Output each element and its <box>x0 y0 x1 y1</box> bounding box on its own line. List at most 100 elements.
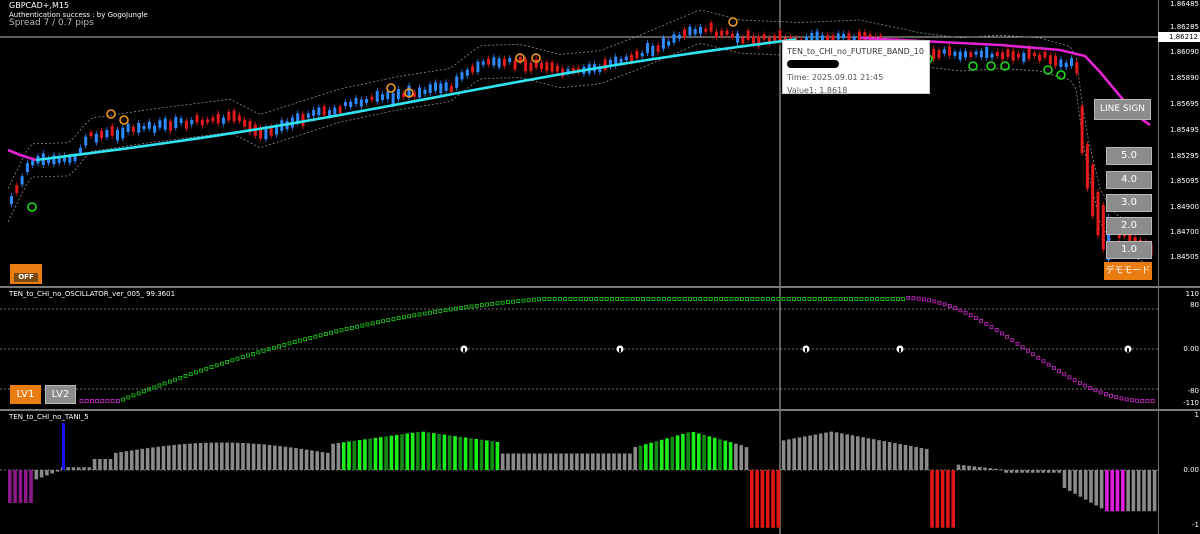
oscillator-title: TEN_to_CHI_no_OSCILLATOR_ver_005_ 99.360… <box>9 290 176 298</box>
histogram-bar <box>495 441 500 470</box>
oscillator-point <box>573 297 578 301</box>
oscillator-scale[interactable]: 110 80 0.00 -80 -110 <box>1158 288 1200 409</box>
level-button-1[interactable]: 1.0 <box>1106 241 1152 259</box>
histogram-bar <box>532 453 537 470</box>
level-button-5[interactable]: 5.0 <box>1106 147 1152 165</box>
histogram-bar <box>1083 470 1088 500</box>
histogram-bar <box>861 437 865 470</box>
price-scale[interactable]: 1.86485 1.86285 1.86090 1.85890 1.85695 1.854… <box>1158 0 1200 286</box>
histogram-scale[interactable]: 1 0.00 -1 <box>1158 411 1200 534</box>
histogram-bar <box>999 469 1003 471</box>
price-chart-pane[interactable]: GBPCAD+,M15 Authentication success : by … <box>0 0 1158 286</box>
oscillator-canvas[interactable] <box>0 288 1158 409</box>
candle-body <box>1080 106 1084 154</box>
candle-body <box>487 58 490 65</box>
histogram-bar <box>601 453 606 470</box>
histogram-bar <box>866 438 871 470</box>
histogram-bar <box>606 453 611 470</box>
candle-body <box>269 126 273 136</box>
candle-body <box>1096 191 1100 236</box>
pane-separator-2[interactable] <box>0 409 1200 411</box>
auth-status: Authentication success : by GogoJungle <box>9 11 148 19</box>
oscillator-point <box>303 337 308 342</box>
oscillator-point <box>828 297 833 301</box>
histogram-bar <box>967 465 971 470</box>
histogram-bar <box>638 445 643 470</box>
histogram-scale-tick: -1 <box>1192 521 1199 529</box>
level-button-3[interactable]: 3.0 <box>1106 194 1152 212</box>
oscillator-point <box>942 302 947 307</box>
oscillator-pane[interactable]: TEN_to_CHI_no_OSCILLATOR_ver_005_ 99.360… <box>0 288 1158 409</box>
oscillator-point <box>1119 396 1124 401</box>
histogram-bar <box>813 434 818 470</box>
candle-body <box>545 62 549 71</box>
oscillator-point <box>1140 399 1145 403</box>
candle-body <box>974 51 978 55</box>
histogram-bar <box>458 436 463 470</box>
histogram-bar <box>39 470 44 478</box>
histogram-bar <box>797 437 802 470</box>
oscillator-point <box>365 322 370 327</box>
lv2-button[interactable]: LV2 <box>45 385 76 404</box>
candle-body <box>63 155 66 162</box>
oscillator-cross-marker-notch <box>619 348 621 352</box>
oscillator-point <box>167 379 172 384</box>
histogram-scale-tick: 1 <box>1194 411 1199 419</box>
oscillator-cross-marker-notch <box>1127 348 1129 352</box>
tooltip-time: Time: 2025.09.01 21:45 <box>787 73 884 82</box>
price-scale-tick: 1.85095 <box>1170 177 1199 185</box>
oscillator-point <box>204 366 209 371</box>
oscillator-point <box>407 314 412 319</box>
histogram-bar <box>744 447 749 470</box>
histogram-bar <box>394 434 399 470</box>
pane-separator-1[interactable] <box>0 286 1200 288</box>
oscillator-point <box>901 297 905 301</box>
histogram-bar <box>161 446 166 470</box>
price-scale-tick: 1.85495 <box>1170 126 1199 134</box>
oscillator-point <box>1057 369 1061 374</box>
candle-body <box>386 91 390 100</box>
candle-body <box>640 53 644 57</box>
candle-body <box>1054 56 1058 66</box>
oscillator-point <box>110 399 115 403</box>
level-button-4[interactable]: 4.0 <box>1106 171 1152 189</box>
candle-body <box>953 51 957 56</box>
histogram-bar <box>670 436 675 470</box>
histogram-bar <box>363 439 367 470</box>
lv1-button[interactable]: LV1 <box>10 385 41 404</box>
histogram-pane[interactable]: TEN_to_CHI_no_TANI_5 <box>0 411 1158 534</box>
histogram-bar <box>257 444 261 470</box>
demo-mode-button[interactable]: デモモード <box>1104 262 1152 280</box>
oscillator-point <box>433 309 438 314</box>
candle-body <box>661 37 665 49</box>
histogram-bar <box>410 432 415 470</box>
histogram-bar <box>1099 470 1104 509</box>
buy-signal-marker <box>1000 61 1010 71</box>
price-chart-canvas[interactable] <box>0 0 1158 286</box>
candle-body <box>1101 205 1105 250</box>
oscillator-point <box>1020 345 1025 350</box>
candle-body <box>677 34 681 39</box>
candle-body <box>131 126 135 132</box>
histogram-bar <box>447 435 452 470</box>
histogram-bar <box>1068 470 1072 491</box>
level-button-2[interactable]: 2.0 <box>1106 217 1152 235</box>
candle-body <box>1043 51 1047 58</box>
oscillator-point <box>1078 381 1082 385</box>
histogram-bar <box>580 453 584 470</box>
tooltip-value: Value1: 1.8618 <box>787 86 848 95</box>
histogram-bar <box>1015 470 1019 473</box>
histogram-bar <box>1073 470 1077 494</box>
histogram-bar <box>962 465 966 470</box>
candle-body <box>158 120 162 128</box>
candle-body <box>232 110 236 122</box>
oscillator-point <box>916 296 921 301</box>
off-toggle-button[interactable]: OFF <box>10 264 42 284</box>
histogram-canvas[interactable] <box>0 411 1158 534</box>
candle-body <box>1091 164 1095 217</box>
buy-signal-marker <box>1043 65 1053 75</box>
histogram-bar <box>368 438 372 470</box>
histogram-bar <box>490 441 494 470</box>
line-sign-button[interactable]: LINE SIGN <box>1094 99 1151 120</box>
oscillator-point <box>245 353 250 358</box>
